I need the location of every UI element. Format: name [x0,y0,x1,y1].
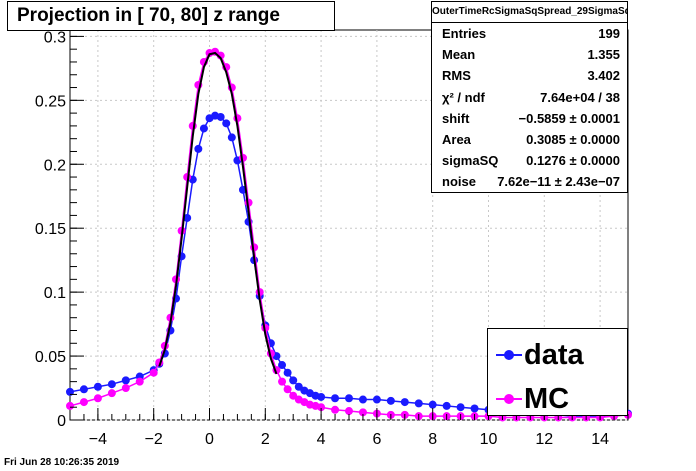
stats-row: χ² / ndf 7.64e+04 / 38 [432,87,627,108]
data-point-data [216,112,225,121]
data-point-mc [93,394,102,403]
stats-label: Mean [442,47,476,63]
data-point-mc [107,389,116,398]
chart-title-text: Projection in [ 70, 80] z range [17,5,280,26]
fit-curve [158,51,278,375]
data-point-data [294,382,303,391]
y-tick-label: 0.15 [35,221,66,238]
data-point-data [222,119,231,128]
x-tick-label: 2 [261,431,270,448]
data-point-mc [121,384,130,393]
data-point-data [345,394,353,403]
stats-label: noise [442,174,476,190]
stats-name: OuterTimeRcSigmaSqSpread_29SigmaSqSpread [432,2,627,23]
x-tick-label: 10 [480,431,498,448]
y-tick-label: 0.1 [44,285,66,302]
data-point-data [183,213,192,222]
data-point-data [194,144,203,153]
data-point-mc [331,405,340,414]
stats-value: 7.62e−11 ± 2.43e−07 [497,174,620,190]
data-point-mc [79,398,88,407]
legend-marker-mc [504,394,514,404]
axis-layer: −4 −2 0 2 4 6 8 10 12 14 0 0.05 0.1 0.15 0.2 0.25 0.3 [35,29,629,448]
x-tick-label: 8 [428,431,437,448]
stats-label: sigmaSQ [442,153,499,169]
stats-box: OuterTimeRcSigmaSqSpread_29SigmaSqSpread… [431,1,628,193]
stats-label: Area [442,131,471,147]
legend-marker-data [504,350,514,360]
legend-entry-data: data [488,335,627,375]
data-point-mc [358,408,367,417]
data-point-mc [289,391,298,400]
data-point-mc [278,377,287,386]
y-tick-label: 0.25 [35,93,66,110]
data-point-data [79,385,88,394]
data-point-data [358,395,367,404]
timestamp-footer: Fri Jun 28 10:26:35 2019 [4,457,120,468]
data-point-data [278,361,287,370]
stats-row: noise 7.62e−11 ± 2.43e−07 [432,171,627,192]
x-tick-label: 0 [205,431,214,448]
data-point-data [66,387,74,396]
data-point-mc [283,385,292,394]
y-tick-label: 0.05 [35,349,66,366]
stats-value: 1.355 [587,47,620,63]
data-point-mc [149,368,158,377]
stats-value: 7.64e+04 / 38 [540,89,620,105]
x-tick-label: −2 [145,431,163,448]
data-point-data [428,400,437,409]
stats-value: −0.5859 ± 0.0001 [518,110,620,126]
x-tick-label: 12 [535,431,553,448]
data-point-data [372,395,381,404]
stats-value: 0.1276 ± 0.0000 [526,153,620,169]
data-point-data [283,368,292,377]
data-point-mc [345,407,353,416]
stats-row: RMS 3.402 [432,65,627,86]
legend: data MC [487,328,628,416]
data-point-data [442,401,451,410]
y-tick-label: 0 [57,413,66,430]
x-tick-label: 14 [591,431,609,448]
x-tick-label: 6 [372,431,381,448]
data-point-data [414,399,423,408]
x-tick-label: 4 [317,431,326,448]
data-point-data [289,376,298,385]
x-tick-label: −4 [89,431,107,448]
stats-row: sigmaSQ 0.1276 ± 0.0000 [432,150,627,171]
legend-entry-mc: MC [488,379,627,419]
y-tick-label: 0.3 [44,29,66,46]
data-point-data [107,380,116,389]
legend-label-data: data [524,338,584,371]
data-point-data [317,392,326,401]
stats-value: 3.402 [587,68,620,84]
data-point-data [227,133,236,142]
data-point-data [199,124,208,133]
stats-label: χ² / ndf [442,89,485,105]
data-point-data [456,403,465,412]
data-point-mc [135,377,144,386]
data-point-mc [317,403,326,412]
stats-label: Entries [442,26,487,41]
data-point-mc [66,401,74,410]
stats-value: 199 [598,26,620,41]
stats-row: Area 0.3085 ± 0.0000 [432,129,627,150]
y-tick-label: 0.2 [44,157,66,174]
data-point-data [331,394,340,403]
data-point-data [400,398,409,407]
chart-title: Projection in [ 70, 80] z range [7,1,335,31]
stats-label: shift [442,110,470,126]
legend-label-mc: MC [524,382,570,415]
stats-row: shift −0.5859 ± 0.0001 [432,108,627,129]
data-point-data [121,376,130,385]
stats-row: Entries 199 [432,23,627,44]
stats-label: RMS [442,68,471,84]
stats-row: Mean 1.355 [432,44,627,65]
stats-value: 0.3085 ± 0.0000 [526,131,620,147]
data-point-data [386,396,395,405]
data-point-data [470,404,479,413]
data-point-data [93,382,102,391]
